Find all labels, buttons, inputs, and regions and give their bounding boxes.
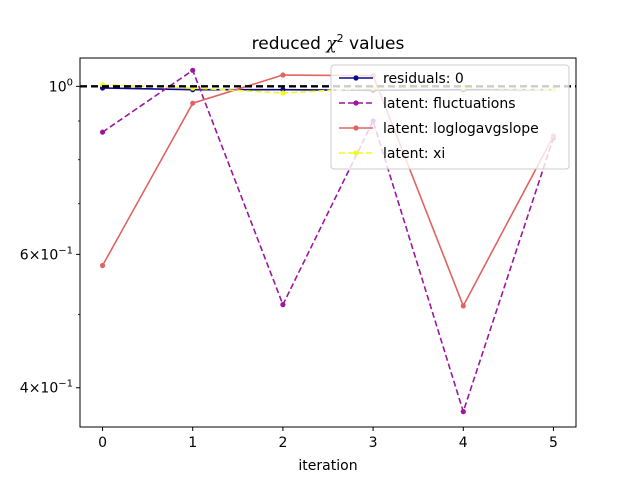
x-tick-label: 5: [549, 435, 558, 451]
y-tick-label: 4×10−1: [20, 379, 73, 397]
series-point-1: [280, 302, 286, 308]
x-tick-label: 1: [188, 435, 197, 451]
chart-title: reduced χ2 values: [252, 32, 405, 54]
series-line-3: [102, 83, 554, 94]
axis-ticks: 0 1 2 3 4 5 100 6×10−1 4×10−1: [20, 77, 558, 451]
legend-marker-3: [353, 150, 359, 156]
plot-area: [80, 67, 576, 415]
x-tick-label: 4: [459, 435, 468, 451]
legend-label-0: residuals: 0: [383, 71, 464, 87]
series-point-2: [99, 262, 106, 269]
series-line-2: [101, 74, 555, 308]
x-axis-label: iteration: [298, 458, 357, 474]
plot-frame: [79, 57, 577, 428]
legend-box: [330, 64, 570, 170]
x-tick-label: 0: [98, 435, 107, 451]
x-tick-label: 3: [369, 435, 378, 451]
legend-label-3: latent: xi: [383, 146, 445, 162]
legend-label-1: latent: fluctuations: [383, 96, 516, 112]
legend-marker-1: [353, 100, 359, 106]
series-point-2: [460, 303, 466, 309]
series-point-2: [280, 72, 286, 78]
y-tick-label: 6×10−1: [20, 245, 73, 263]
series-point-1: [460, 409, 466, 415]
series-point-2: [190, 100, 196, 106]
series-line-1: [102, 69, 555, 415]
series-point-1: [190, 67, 196, 73]
legend-marker-0: [353, 75, 359, 81]
legend: residuals: 0 latent: fluctuations latent: …: [330, 64, 570, 170]
series-point-1: [99, 129, 106, 135]
legend-marker-2: [353, 125, 359, 131]
x-tick-label: 2: [278, 435, 287, 451]
legend-label-2: latent: loglogavgslope: [383, 121, 539, 137]
y-tick-label: 100: [49, 77, 73, 95]
series-point-3: [280, 90, 286, 96]
series-group: [80, 67, 576, 415]
